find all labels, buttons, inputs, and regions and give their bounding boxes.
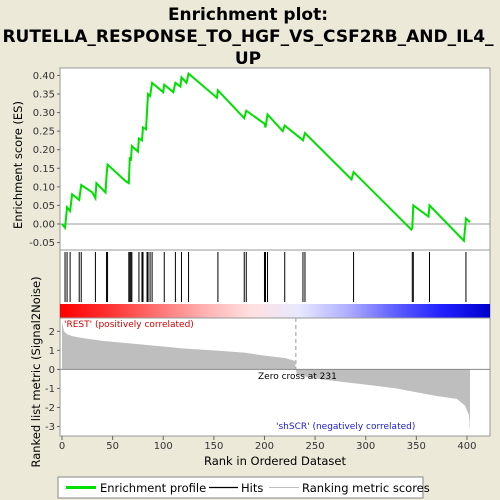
es-y-tick-label: 0.40	[33, 71, 55, 82]
es-y-tick-label: 0.25	[33, 127, 55, 138]
es-y-tick-label: -0.05	[29, 238, 55, 249]
x-tick-label: 0	[59, 441, 65, 452]
es-y-tick-label: 0.05	[33, 201, 55, 212]
x-tick-label: 350	[407, 441, 426, 452]
x-tick-label: 400	[457, 441, 476, 452]
metric-y-tick-label: -1	[45, 384, 55, 395]
legend-box	[57, 476, 424, 499]
x-tick-label: 100	[154, 441, 173, 452]
metric-y-axis-label: Ranked list metric (Signal2Noise)	[29, 276, 43, 467]
es-y-axis-label: Enrichment score (ES)	[11, 101, 25, 229]
legend-enrichment-label: Enrichment profile	[100, 481, 206, 495]
es-y-tick-label: 0.35	[33, 90, 55, 101]
x-tick-label: 50	[106, 441, 119, 452]
metric-y-tick-label: 1	[49, 346, 55, 357]
zero-cross-label: Zero cross at 231	[258, 372, 337, 382]
title-line-2: RUTELLA_RESPONSE_TO_HGF_VS_CSF2RB_AND_IL…	[2, 27, 494, 47]
metric-x-axis-ticks: 0 50 100 150 200 250 300 350 400	[59, 436, 477, 452]
es-y-tick-label: 0.15	[33, 164, 55, 175]
es-y-axis-ticks: -0.05 0.00 0.05 0.10 0.15 0.20 0.25 0.30 0.35 0.4…	[29, 71, 60, 249]
title-line-3: UP	[235, 49, 261, 69]
metric-y-axis-ticks: -3 -2 -1 0 1 2	[45, 327, 60, 433]
es-panel-frame	[59, 67, 491, 251]
es-y-tick-label: 0.00	[33, 220, 55, 231]
metric-y-tick-label: 2	[49, 327, 55, 338]
x-tick-label: 150	[204, 441, 223, 452]
legend-hits-label: Hits	[241, 481, 263, 495]
negative-correlation-label: 'shSCR' (negatively correlated)	[276, 422, 415, 432]
positive-correlation-label: 'REST' (positively correlated)	[64, 320, 194, 330]
metric-y-tick-label: -2	[45, 403, 55, 414]
es-y-tick-label: 0.10	[33, 182, 55, 193]
legend-metric-label: Ranking metric scores	[302, 481, 430, 495]
rank-colorbar	[60, 304, 490, 318]
hit-lines-group	[64, 252, 467, 302]
x-tick-label: 200	[255, 441, 274, 452]
x-tick-label: 250	[306, 441, 325, 452]
es-y-tick-label: 0.20	[33, 145, 55, 156]
metric-y-tick-label: -3	[45, 422, 55, 433]
x-axis-label: Rank in Ordered Dataset	[204, 454, 347, 468]
metric-y-tick-label: 0	[49, 365, 55, 376]
title-line-1: Enrichment plot:	[168, 5, 328, 25]
ranked-metric-area	[62, 321, 470, 431]
es-y-tick-label: 0.30	[33, 108, 55, 119]
enrichment-profile-line	[61, 71, 471, 243]
x-tick-label: 300	[356, 441, 375, 452]
